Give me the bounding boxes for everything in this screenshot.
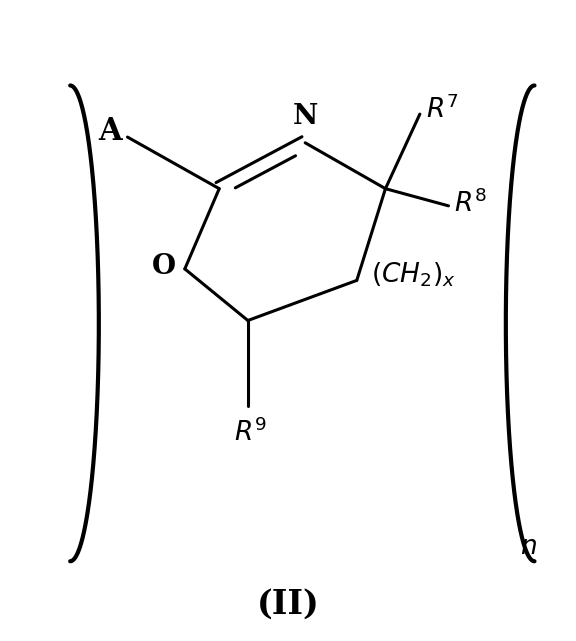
Text: $R^9$: $R^9$ xyxy=(234,418,267,446)
Text: $n$: $n$ xyxy=(520,535,537,560)
Text: $R^7$: $R^7$ xyxy=(426,94,458,122)
Text: $R^8$: $R^8$ xyxy=(454,188,487,217)
Text: A: A xyxy=(98,116,122,147)
Text: O: O xyxy=(152,253,176,279)
Text: (II): (II) xyxy=(257,588,319,620)
Text: N: N xyxy=(293,103,318,130)
Text: $(CH_2)_x$: $(CH_2)_x$ xyxy=(371,260,456,289)
